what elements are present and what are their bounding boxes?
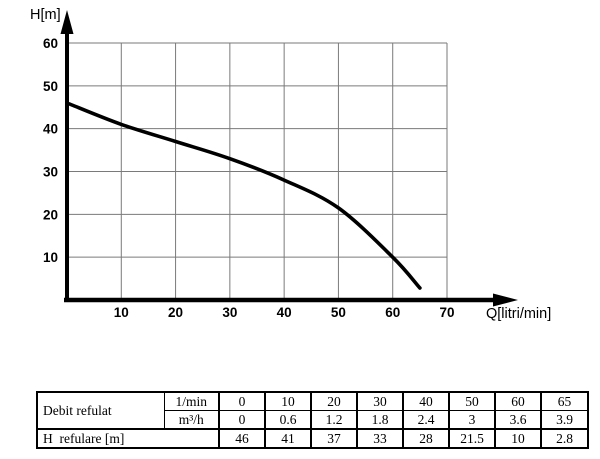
table-cell-m3h-7: 3.9: [540, 410, 589, 430]
table-cell-lmin-0: 0: [218, 391, 266, 411]
pump-data-table: Debit refulat 1/min 0 10 20 30 40 50 60 65 m³/h 0 0.…: [36, 391, 589, 449]
table-cell-h-3: 33: [356, 428, 404, 449]
table-cell-lmin-2: 20: [310, 391, 358, 411]
x-tick-label: 70: [439, 305, 454, 320]
x-tick-label: 10: [114, 305, 129, 320]
table-cell-m3h-1: 0.6: [264, 410, 312, 430]
table-cell-m3h-4: 2.4: [402, 410, 450, 430]
table-cell-lmin-7: 65: [540, 391, 589, 411]
y-tick-label: 20: [43, 207, 58, 222]
row-label-h-refulare: H refulare [m]: [36, 428, 220, 449]
pump-curve-chart: 10 20 30 40 50 60 70 10 20 30 40 50 60 H[m] Q[litri/mi…: [30, 7, 551, 322]
y-tick-label: 40: [43, 122, 58, 137]
table-cell-lmin-4: 40: [402, 391, 450, 411]
unit-cell-m3h: m³/h: [163, 410, 220, 430]
pump-curve: [65, 101, 422, 290]
x-axis-arrow-icon: [493, 293, 518, 307]
x-tick-label: 30: [222, 305, 237, 320]
table-cell-h-7: 2.8: [540, 428, 589, 449]
y-tick-label: 10: [43, 250, 58, 265]
table-cell-lmin-6: 60: [494, 391, 542, 411]
table-cell-h-5: 21.5: [448, 428, 496, 449]
table-cell-m3h-3: 1.8: [356, 410, 404, 430]
table-cell-lmin-3: 30: [356, 391, 404, 411]
table-cell-m3h-5: 3: [448, 410, 496, 430]
table-cell-h-0: 46: [218, 428, 266, 449]
y-tick-label: 50: [43, 79, 58, 94]
row-label-debit-refulat: Debit refulat: [36, 391, 165, 430]
table-cell-m3h-2: 1.2: [310, 410, 358, 430]
x-tick-label: 50: [331, 305, 346, 320]
unit-cell-lmin: 1/min: [163, 391, 220, 411]
x-tick-label: 60: [385, 305, 400, 320]
table-cell-m3h-6: 3.6: [494, 410, 542, 430]
table-cell-h-6: 10: [494, 428, 542, 449]
table-cell-lmin-5: 50: [448, 391, 496, 411]
table-cell-m3h-0: 0: [218, 410, 266, 430]
x-axis-title: Q[litri/min]: [486, 306, 551, 322]
table-cell-lmin-1: 10: [264, 391, 312, 411]
y-tick-label: 60: [43, 36, 58, 51]
y-tick-label: 30: [43, 165, 58, 180]
y-axis-title: H[m]: [30, 7, 61, 23]
table-cell-h-2: 37: [310, 428, 358, 449]
table-cell-h-1: 41: [264, 428, 312, 449]
table-cell-h-4: 28: [402, 428, 450, 449]
x-tick-label: 20: [168, 305, 183, 320]
y-axis-arrow-icon: [60, 10, 74, 34]
x-tick-label: 40: [277, 305, 292, 320]
